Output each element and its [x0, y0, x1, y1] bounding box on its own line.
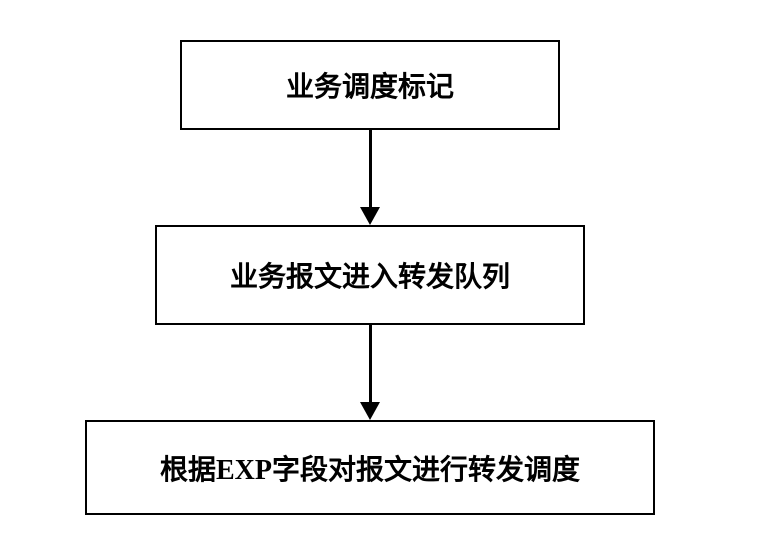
flowchart-arrow-1 — [360, 130, 380, 225]
flowchart-node-1: 业务调度标记 — [180, 40, 560, 130]
flowchart-container: 业务调度标记 业务报文进入转发队列 根据EXP字段对报文进行转发调度 — [0, 0, 765, 552]
flowchart-node-2: 业务报文进入转发队列 — [155, 225, 585, 325]
node-label: 业务报文进入转发队列 — [230, 255, 510, 295]
arrow-head-icon — [360, 207, 380, 225]
arrow-line — [369, 325, 372, 403]
node-label: 根据EXP字段对报文进行转发调度 — [160, 448, 580, 488]
arrow-line — [369, 130, 372, 208]
node-label: 业务调度标记 — [286, 65, 454, 105]
flowchart-node-3: 根据EXP字段对报文进行转发调度 — [85, 420, 655, 515]
flowchart-arrow-2 — [360, 325, 380, 420]
arrow-head-icon — [360, 402, 380, 420]
